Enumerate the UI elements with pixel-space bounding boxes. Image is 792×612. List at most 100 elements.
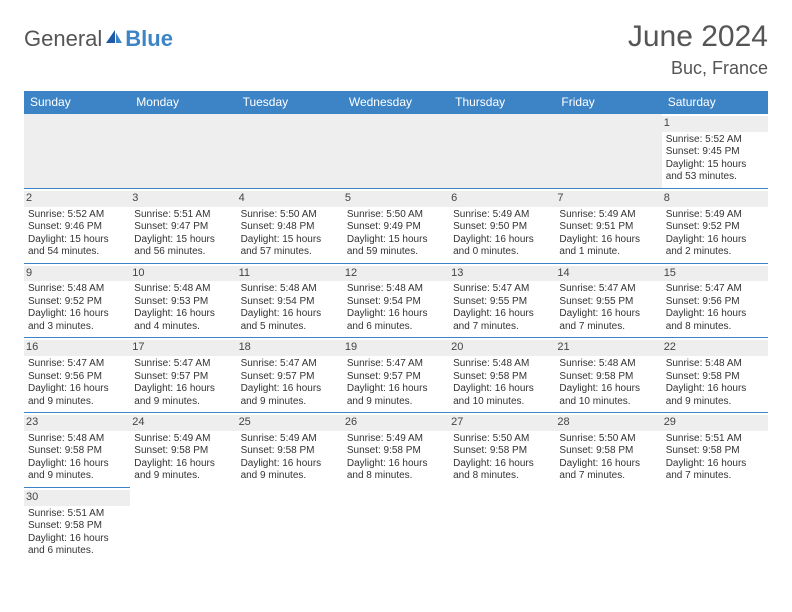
day-number: 22 <box>662 340 768 356</box>
daylight-text: and 6 minutes. <box>28 545 126 558</box>
day-number: 21 <box>555 340 661 356</box>
daylight-text: and 0 minutes. <box>453 246 551 259</box>
header: General Blue June 2024 Buc, France <box>24 20 768 79</box>
daylight-text: and 2 minutes. <box>666 246 764 259</box>
sunrise-text: Sunrise: 5:49 AM <box>241 433 339 446</box>
daylight-text: Daylight: 16 hours <box>28 458 126 471</box>
day-cell: 16Sunrise: 5:47 AMSunset: 9:56 PMDayligh… <box>24 338 130 413</box>
sunrise-text: Sunrise: 5:52 AM <box>666 134 764 147</box>
sunrise-text: Sunrise: 5:49 AM <box>666 209 764 222</box>
week-row: 1Sunrise: 5:52 AMSunset: 9:45 PMDaylight… <box>24 114 768 189</box>
daylight-text: Daylight: 16 hours <box>241 383 339 396</box>
day-number: 4 <box>237 191 343 207</box>
daylight-text: Daylight: 16 hours <box>666 458 764 471</box>
sail-icon <box>104 26 124 52</box>
sunrise-text: Sunrise: 5:51 AM <box>134 209 232 222</box>
daylight-text: and 53 minutes. <box>666 171 764 184</box>
day-cell <box>237 114 343 189</box>
day-number: 10 <box>130 266 236 282</box>
week-row: 23Sunrise: 5:48 AMSunset: 9:58 PMDayligh… <box>24 413 768 488</box>
sunrise-text: Sunrise: 5:48 AM <box>134 283 232 296</box>
day-cell: 8Sunrise: 5:49 AMSunset: 9:52 PMDaylight… <box>662 188 768 263</box>
sunset-text: Sunset: 9:58 PM <box>28 520 126 533</box>
sunrise-text: Sunrise: 5:50 AM <box>347 209 445 222</box>
sunrise-text: Sunrise: 5:52 AM <box>28 209 126 222</box>
day-number: 3 <box>130 191 236 207</box>
sunset-text: Sunset: 9:58 PM <box>559 371 657 384</box>
day-cell: 23Sunrise: 5:48 AMSunset: 9:58 PMDayligh… <box>24 413 130 488</box>
sunset-text: Sunset: 9:47 PM <box>134 221 232 234</box>
daylight-text: and 7 minutes. <box>559 321 657 334</box>
day-cell <box>343 487 449 561</box>
daylight-text: and 9 minutes. <box>134 396 232 409</box>
day-cell: 28Sunrise: 5:50 AMSunset: 9:58 PMDayligh… <box>555 413 661 488</box>
sunrise-text: Sunrise: 5:49 AM <box>347 433 445 446</box>
sunrise-text: Sunrise: 5:47 AM <box>666 283 764 296</box>
day-number: 24 <box>130 415 236 431</box>
day-number: 2 <box>24 191 130 207</box>
daylight-text: and 4 minutes. <box>134 321 232 334</box>
day-number: 8 <box>662 191 768 207</box>
daylight-text: and 9 minutes. <box>28 470 126 483</box>
daylight-text: and 59 minutes. <box>347 246 445 259</box>
day-number: 1 <box>662 116 768 132</box>
day-number: 18 <box>237 340 343 356</box>
week-row: 16Sunrise: 5:47 AMSunset: 9:56 PMDayligh… <box>24 338 768 413</box>
daylight-text: Daylight: 16 hours <box>559 458 657 471</box>
day-number: 30 <box>24 490 130 506</box>
sunset-text: Sunset: 9:54 PM <box>241 296 339 309</box>
day-number: 23 <box>24 415 130 431</box>
day-cell: 24Sunrise: 5:49 AMSunset: 9:58 PMDayligh… <box>130 413 236 488</box>
calendar-table: Sunday Monday Tuesday Wednesday Thursday… <box>24 91 768 562</box>
daylight-text: Daylight: 16 hours <box>241 308 339 321</box>
sunrise-text: Sunrise: 5:48 AM <box>666 358 764 371</box>
daylight-text: Daylight: 15 hours <box>666 159 764 172</box>
day-header: Friday <box>555 91 661 114</box>
day-cell: 19Sunrise: 5:47 AMSunset: 9:57 PMDayligh… <box>343 338 449 413</box>
sunrise-text: Sunrise: 5:48 AM <box>28 433 126 446</box>
day-cell: 22Sunrise: 5:48 AMSunset: 9:58 PMDayligh… <box>662 338 768 413</box>
daylight-text: and 5 minutes. <box>241 321 339 334</box>
daylight-text: and 8 minutes. <box>666 321 764 334</box>
sunrise-text: Sunrise: 5:49 AM <box>559 209 657 222</box>
sunrise-text: Sunrise: 5:48 AM <box>453 358 551 371</box>
day-number: 19 <box>343 340 449 356</box>
day-cell: 21Sunrise: 5:48 AMSunset: 9:58 PMDayligh… <box>555 338 661 413</box>
day-cell: 15Sunrise: 5:47 AMSunset: 9:56 PMDayligh… <box>662 263 768 338</box>
sunrise-text: Sunrise: 5:49 AM <box>134 433 232 446</box>
day-number: 29 <box>662 415 768 431</box>
daylight-text: and 7 minutes. <box>453 321 551 334</box>
month-title: June 2024 <box>628 20 768 54</box>
day-number: 15 <box>662 266 768 282</box>
daylight-text: and 7 minutes. <box>559 470 657 483</box>
day-cell: 7Sunrise: 5:49 AMSunset: 9:51 PMDaylight… <box>555 188 661 263</box>
day-number: 25 <box>237 415 343 431</box>
daylight-text: and 9 minutes. <box>666 396 764 409</box>
day-cell: 3 Sunrise: 5:51 AMSunset: 9:47 PMDaylight… <box>130 188 236 263</box>
daylight-text: Daylight: 16 hours <box>134 308 232 321</box>
daylight-text: Daylight: 16 hours <box>28 383 126 396</box>
day-cell <box>130 114 236 189</box>
sunrise-text: Sunrise: 5:49 AM <box>453 209 551 222</box>
daylight-text: Daylight: 16 hours <box>666 308 764 321</box>
brand-logo: General Blue <box>24 26 173 52</box>
day-number: 20 <box>449 340 555 356</box>
sunset-text: Sunset: 9:53 PM <box>134 296 232 309</box>
day-cell <box>237 487 343 561</box>
daylight-text: and 9 minutes. <box>241 396 339 409</box>
sunrise-text: Sunrise: 5:50 AM <box>453 433 551 446</box>
sunset-text: Sunset: 9:58 PM <box>241 445 339 458</box>
sunset-text: Sunset: 9:58 PM <box>559 445 657 458</box>
week-row: 30Sunrise: 5:51 AMSunset: 9:58 PMDayligh… <box>24 487 768 561</box>
sunrise-text: Sunrise: 5:48 AM <box>28 283 126 296</box>
daylight-text: Daylight: 16 hours <box>28 308 126 321</box>
day-cell: 2Sunrise: 5:52 AMSunset: 9:46 PMDaylight… <box>24 188 130 263</box>
daylight-text: Daylight: 15 hours <box>134 234 232 247</box>
daylight-text: and 3 minutes. <box>28 321 126 334</box>
daylight-text: Daylight: 16 hours <box>134 458 232 471</box>
location: Buc, France <box>628 58 768 79</box>
week-row: 2 Sunrise: 5:52 AMSunset: 9:46 PM Daylight… <box>24 188 768 263</box>
daylight-text: Daylight: 15 hours <box>347 234 445 247</box>
sunset-text: Sunset: 9:46 PM <box>28 221 126 234</box>
day-cell <box>555 114 661 189</box>
